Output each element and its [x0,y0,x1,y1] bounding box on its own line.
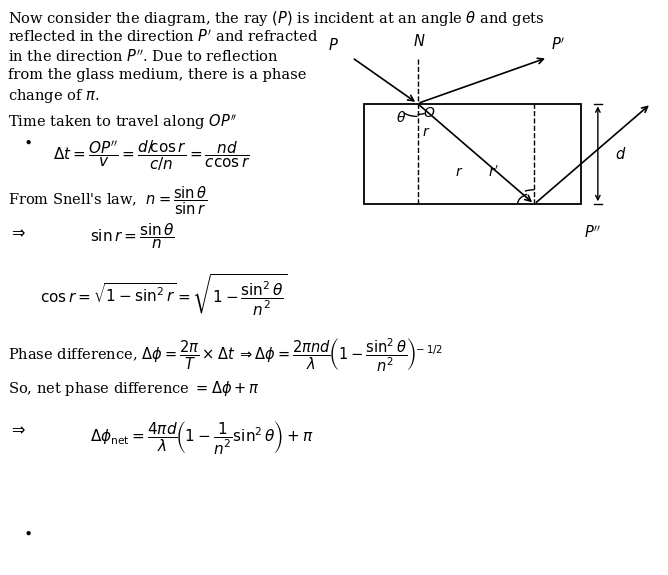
Text: $\theta$: $\theta$ [395,110,406,125]
Text: Time taken to travel along $OP''$: Time taken to travel along $OP''$ [8,112,238,132]
Text: $N$: $N$ [413,33,426,49]
Text: $\bullet$: $\bullet$ [23,526,32,540]
Text: in the direction $P''$. Due to reflection: in the direction $P''$. Due to reflectio… [8,48,279,65]
Text: Now consider the diagram, the ray $(P)$ is incident at an angle $\theta$ and get: Now consider the diagram, the ray $(P)$ … [8,9,544,28]
Text: $P''$: $P''$ [584,224,601,241]
Text: $\Delta t = \dfrac{OP''}{v} = \dfrac{d/\!\cos r}{c/n} = \dfrac{nd}{c\cos r}$: $\Delta t = \dfrac{OP''}{v} = \dfrac{d/\… [53,138,251,172]
Text: From Snell's law,  $n = \dfrac{\sin\theta}{\sin r}$: From Snell's law, $n = \dfrac{\sin\theta… [8,184,208,217]
Text: $O$: $O$ [423,106,436,120]
Text: $r'$: $r'$ [488,165,499,180]
Text: $P$: $P$ [328,37,339,53]
Text: $P'$: $P'$ [551,36,566,53]
Text: Phase difference, $\Delta\phi = \dfrac{2\pi}{T}\times\Delta t$$\;\Rightarrow \De: Phase difference, $\Delta\phi = \dfrac{2… [8,336,444,374]
Text: $d$: $d$ [615,145,626,162]
Text: from the glass medium, there is a phase: from the glass medium, there is a phase [8,68,307,82]
Text: $\bullet$: $\bullet$ [23,135,32,149]
Text: $\sin r = \dfrac{\sin\theta}{n}$: $\sin r = \dfrac{\sin\theta}{n}$ [90,221,175,251]
Text: $\Delta\phi_{\mathrm{net}} = \dfrac{4\pi d}{\lambda}\!\left(1 - \dfrac{1}{n^2}\s: $\Delta\phi_{\mathrm{net}} = \dfrac{4\pi… [90,419,314,455]
Text: reflected in the direction $P'$ and refracted: reflected in the direction $P'$ and refr… [8,29,319,45]
Text: $r$: $r$ [422,125,431,139]
Text: So, net phase difference $= \Delta\phi + \pi$: So, net phase difference $= \Delta\phi +… [8,380,260,398]
Text: $r$: $r$ [455,166,464,179]
Text: $\Rightarrow$: $\Rightarrow$ [8,421,26,438]
Text: $\Rightarrow$: $\Rightarrow$ [8,224,26,241]
Text: $\cos r = \sqrt{1 - \sin^2 r} = \sqrt{1 - \dfrac{\sin^2\theta}{n^2}}$: $\cos r = \sqrt{1 - \sin^2 r} = \sqrt{1 … [40,273,288,319]
Text: change of $\pi$.: change of $\pi$. [8,87,100,105]
